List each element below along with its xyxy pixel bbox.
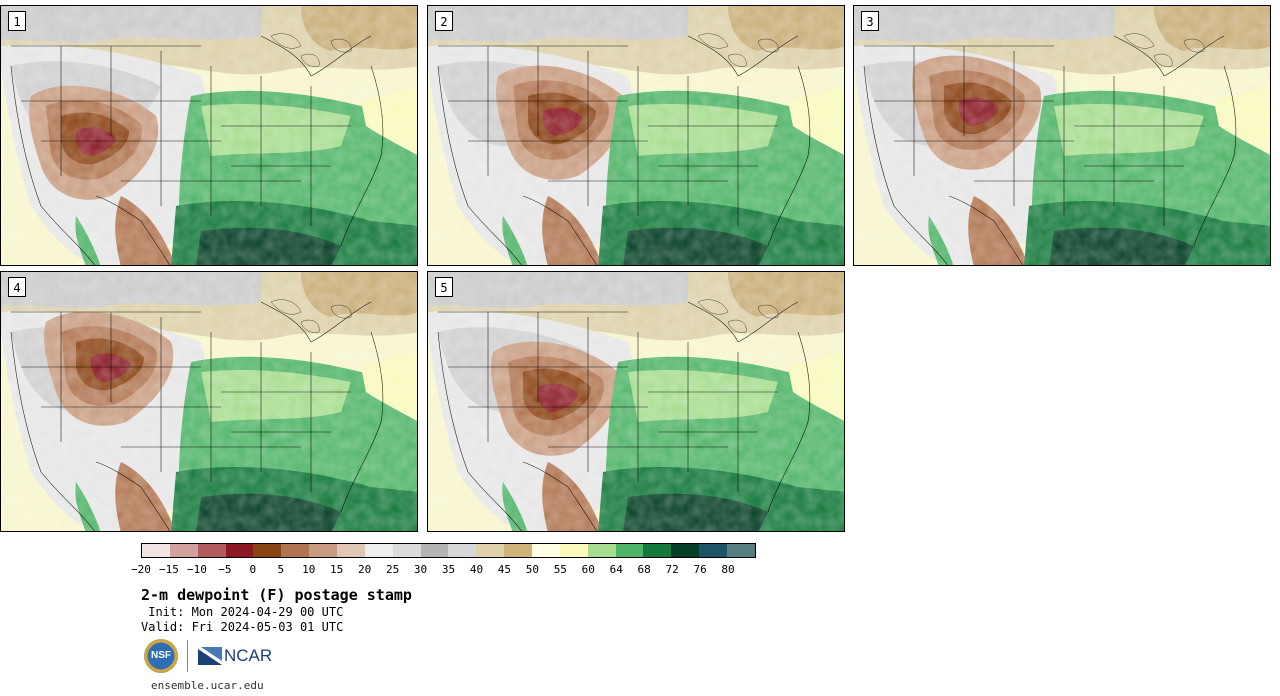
colorbar-swatch <box>532 544 560 557</box>
colorbar-swatch <box>615 544 644 557</box>
dewpoint-map <box>1 6 417 265</box>
colorbar-swatch <box>142 544 170 557</box>
colorbar-swatch <box>364 544 393 557</box>
colorbar-tick-label: 10 <box>302 563 316 576</box>
panel-number: 1 <box>8 11 26 31</box>
colorbar-tick-label: 72 <box>665 563 679 576</box>
panel-number: 4 <box>8 277 26 297</box>
colorbar-tick-label: 30 <box>413 563 428 576</box>
colorbar-tick-label: 68 <box>637 563 651 576</box>
map-panel-4: 4 <box>0 271 418 532</box>
colorbar-tick-label: −20 <box>131 563 151 576</box>
panel-number: 3 <box>861 11 879 31</box>
panel-number: 5 <box>435 277 453 297</box>
colorbar-tick-label: 45 <box>497 563 512 576</box>
ncar-mark-icon <box>198 647 222 665</box>
colorbar-tick-label: 0 <box>249 563 257 576</box>
colorbar-tick-label: −15 <box>159 563 179 576</box>
colorbar-tick-label: 60 <box>581 563 595 576</box>
colorbar-swatch <box>169 544 198 557</box>
colorbar-swatch <box>448 544 477 557</box>
colorbar-tick-label: 25 <box>385 563 400 576</box>
dewpoint-map <box>428 6 844 265</box>
dewpoint-map <box>854 6 1270 265</box>
colorbar-ticks: −20 −15 −10 −5 0 5 10 15 20 25 30 35 40 45 50 55 60 64 68 7… <box>0 563 1280 577</box>
colorbar-tick-label: 15 <box>330 563 344 576</box>
valid-time: Valid: Fri 2024-05-03 01 UTC <box>141 620 344 634</box>
panel-number: 2 <box>435 11 453 31</box>
colorbar-tick-label: 40 <box>469 563 484 576</box>
colorbar-tick-label: 20 <box>358 563 372 576</box>
colorbar-tick-label: 35 <box>441 563 456 576</box>
colorbar-swatch <box>504 544 533 557</box>
map-panel-5: 5 <box>427 271 845 532</box>
colorbar-swatch <box>559 544 588 557</box>
dewpoint-map <box>1 272 417 531</box>
colorbar-swatch <box>225 544 254 557</box>
colorbar-swatch <box>420 544 449 557</box>
colorbar-tick-label: 80 <box>721 563 735 576</box>
logo-divider <box>187 640 188 672</box>
colorbar-tick-label: 76 <box>693 563 707 576</box>
colorbar-swatch <box>587 544 616 557</box>
colorbar-tick-label: 64 <box>609 563 623 576</box>
init-time: Init: Mon 2024-04-29 00 UTC <box>141 605 344 619</box>
colorbar-swatch <box>392 544 421 557</box>
colorbar-swatch <box>309 544 338 557</box>
dewpoint-map <box>428 272 844 531</box>
figure-title: 2-m dewpoint (F) postage stamp <box>141 586 412 604</box>
colorbar-tick-label: −5 <box>218 563 232 576</box>
colorbar-swatch <box>643 544 672 557</box>
colorbar-swatch <box>337 544 365 557</box>
colorbar-swatch <box>476 544 505 557</box>
colorbar-tick-label: −10 <box>186 563 207 576</box>
nsf-logo: NSF <box>144 639 178 673</box>
colorbar-tick-label: 50 <box>525 563 539 576</box>
map-panel-2: 2 <box>427 5 845 266</box>
colorbar-swatch <box>671 544 700 557</box>
map-panel-1: 1 <box>0 5 418 266</box>
colorbar-swatch <box>281 544 310 557</box>
colorbar-swatch <box>699 544 728 557</box>
colorbar-swatch <box>727 544 755 557</box>
colorbar-tick-label: 55 <box>553 563 567 576</box>
map-panel-3: 3 <box>853 5 1271 266</box>
colorbar-swatch <box>197 544 226 557</box>
colorbar <box>141 543 756 558</box>
ncar-logo: NCAR <box>198 646 272 666</box>
footer-url: ensemble.ucar.edu <box>151 679 264 692</box>
colorbar-swatch <box>253 544 282 557</box>
colorbar-tick-label: 5 <box>277 563 285 576</box>
